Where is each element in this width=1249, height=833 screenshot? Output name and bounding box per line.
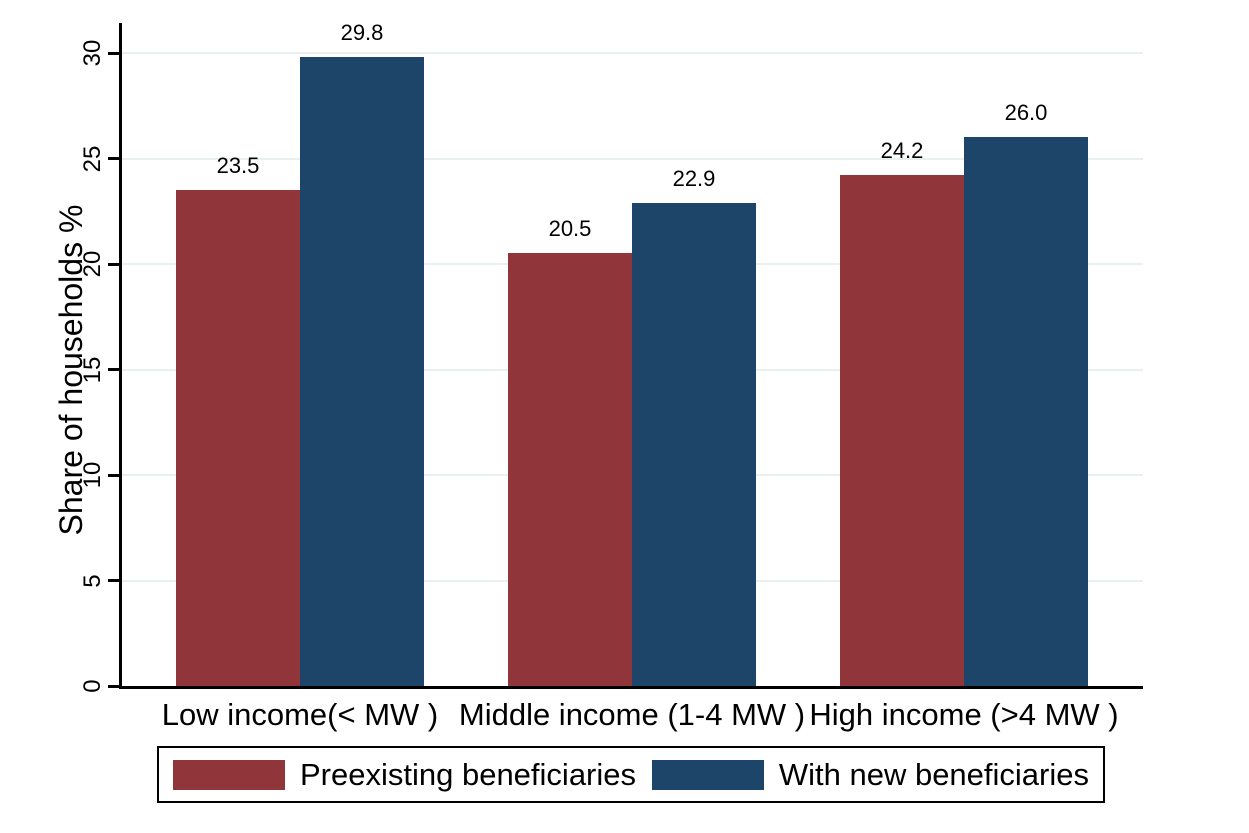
- legend-label: With new beneficiaries: [778, 756, 1089, 792]
- bar-value-label: 24.2: [880, 138, 924, 164]
- legend-swatch: [651, 759, 764, 790]
- y-gridline: [122, 52, 1143, 54]
- legend-entry: With new beneficiaries: [651, 756, 1089, 792]
- x-category-label: Low income(< MW ): [161, 697, 439, 732]
- bar: [840, 175, 964, 686]
- y-axis-line: [119, 23, 122, 689]
- bar: [964, 137, 1088, 686]
- bar-value-label: 23.5: [216, 153, 260, 179]
- legend: Preexisting beneficiaries With new benefi…: [157, 746, 1105, 803]
- x-category-label: High income (>4 MW ): [809, 697, 1119, 732]
- y-gridline: [122, 157, 1143, 160]
- legend-entry: Preexisting beneficiaries: [173, 756, 637, 792]
- x-category-label: Middle income (1-4 MW ): [458, 697, 806, 732]
- y-tick: [108, 579, 120, 582]
- bar-value-label: 20.5: [548, 216, 592, 242]
- y-tick: [108, 157, 120, 160]
- legend-label: Preexisting beneficiaries: [300, 756, 637, 792]
- y-tick: [108, 473, 120, 477]
- bar: [176, 190, 300, 686]
- y-tick: [108, 262, 120, 266]
- y-axis-title: Share of households %: [53, 204, 89, 536]
- bar-value-label: 22.9: [672, 165, 716, 191]
- bar: [508, 253, 632, 686]
- y-tick: [108, 368, 120, 371]
- bar-value-label: 26.0: [1004, 100, 1048, 126]
- y-tick: [108, 51, 120, 55]
- bar: [300, 57, 424, 686]
- x-axis-line: [119, 686, 1143, 689]
- bar: [632, 202, 756, 686]
- bar-value-label: 29.8: [340, 20, 384, 46]
- y-tick: [108, 684, 120, 688]
- legend-swatch: [173, 759, 285, 790]
